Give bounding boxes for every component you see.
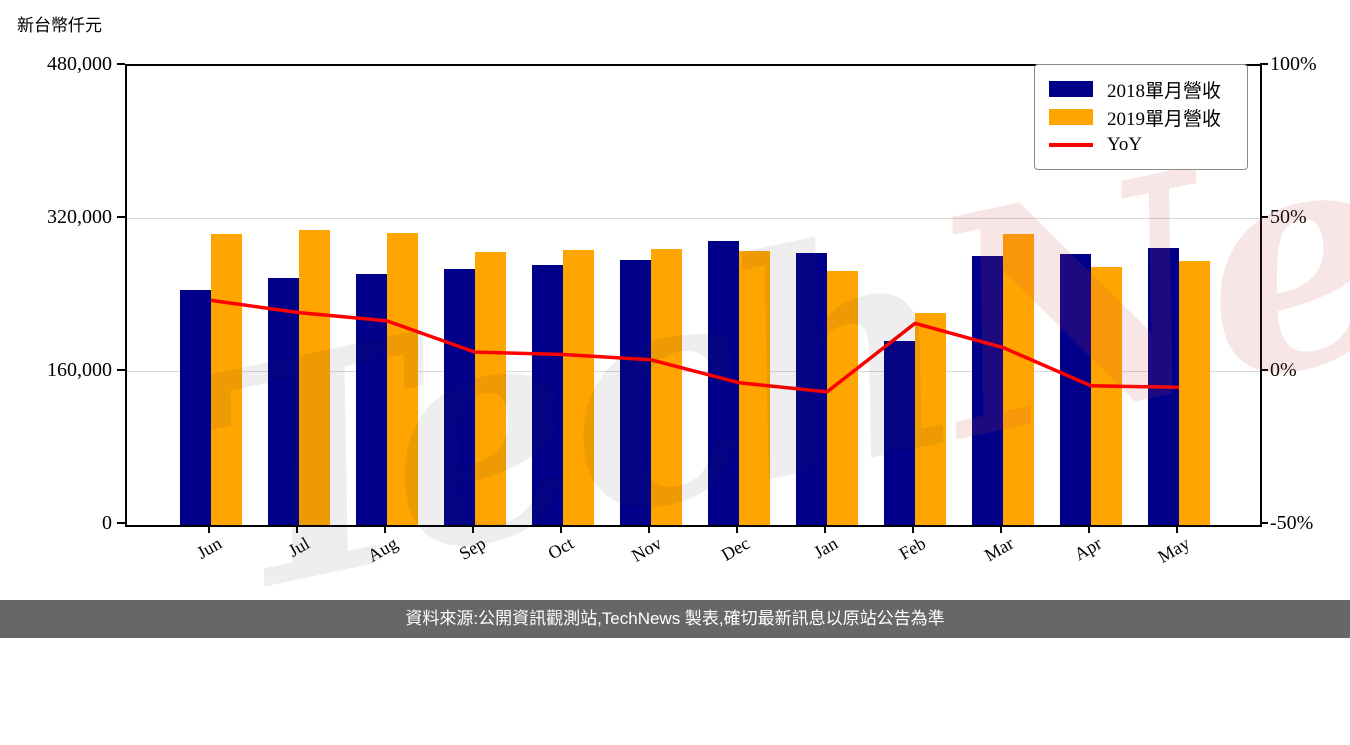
x-tick-dec [736, 525, 738, 533]
bar-2018單月營收-jul [268, 278, 299, 525]
bar-2019單月營收-may [1179, 261, 1210, 525]
legend-item-yoy: YoY [1049, 131, 1233, 159]
right-tick-label-0: 0% [1270, 359, 1297, 381]
bar-2018單月營收-feb [884, 341, 915, 525]
x-tick-label-apr: Apr [1070, 533, 1105, 565]
legend-swatch-yoy [1049, 143, 1093, 147]
right-tick-label--50: -50% [1270, 512, 1314, 534]
x-tick-label-sep: Sep [455, 533, 489, 564]
bar-2018單月營收-apr [1060, 254, 1091, 525]
x-tick-apr [1088, 525, 1090, 533]
left-tick-320000 [117, 216, 125, 218]
bar-2019單月營收-feb [915, 312, 946, 525]
left-tick-0 [117, 522, 125, 524]
x-tick-label-oct: Oct [544, 533, 577, 564]
bar-2019單月營收-sep [475, 252, 506, 525]
right-tick-0 [1260, 369, 1268, 371]
legend-item-2018: 2018單月營收 [1049, 75, 1233, 103]
right-tick-label-100: 100% [1270, 53, 1317, 75]
plot-area: TechNews [125, 0, 1350, 663]
x-tick-label-mar: Mar [981, 533, 1017, 566]
x-tick-label-jan: Jan [810, 533, 841, 563]
x-tick-feb [912, 525, 914, 533]
legend-label-2018: 2018單月營收 [1107, 80, 1222, 102]
x-tick-label-feb: Feb [895, 533, 929, 564]
x-tick-may [1176, 525, 1178, 533]
x-tick-aug [384, 525, 386, 533]
bar-2018單月營收-jun [180, 289, 211, 525]
legend-label-2019: 2019單月營收 [1107, 108, 1222, 130]
bar-2018單月營收-aug [356, 274, 387, 525]
chart-legend: 2018單月營收 2019單月營收 YoY [1034, 64, 1248, 170]
bar-2019單月營收-apr [1091, 266, 1122, 525]
bar-2018單月營收-nov [620, 260, 651, 525]
x-tick-oct [560, 525, 562, 533]
bar-2018單月營收-mar [972, 256, 1003, 525]
bar-2019單月營收-jun [211, 234, 242, 525]
bar-2018單月營收-sep [444, 268, 475, 525]
legend-swatch-2019 [1049, 109, 1093, 125]
bar-2019單月營收-mar [1003, 234, 1034, 525]
right-tick--50 [1260, 522, 1268, 524]
x-tick-mar [1000, 525, 1002, 533]
bar-2019單月營收-jan [827, 270, 858, 525]
x-tick-label-may: May [1154, 533, 1193, 567]
x-tick-nov [648, 525, 650, 533]
left-tick-160000 [117, 369, 125, 371]
x-tick-label-aug: Aug [364, 533, 401, 566]
x-tick-label-jul: Jul [284, 533, 313, 561]
bar-2019單月營收-dec [739, 250, 770, 525]
left-tick-label-160000: 160,000 [47, 359, 112, 381]
bar-2019單月營收-jul [299, 229, 330, 525]
left-tick-480000 [117, 63, 125, 65]
right-tick-100 [1260, 63, 1268, 65]
x-tick-jul [296, 525, 298, 533]
yoy-line-layer [210, 298, 1180, 394]
x-tick-jan [824, 525, 826, 533]
bar-2019單月營收-nov [651, 248, 682, 525]
x-tick-label-jun: Jun [193, 533, 225, 563]
left-tick-label-320000: 320,000 [47, 206, 112, 228]
left-tick-label-480000: 480,000 [47, 53, 112, 75]
yoy-line [210, 298, 1180, 394]
x-tick-sep [472, 525, 474, 533]
legend-label-yoy: YoY [1107, 134, 1143, 155]
x-tick-label-nov: Nov [628, 533, 665, 566]
left-tick-label-0: 0 [102, 512, 112, 534]
left-axis-title: 新台幣仟元 [17, 16, 102, 35]
right-tick-label-50: 50% [1270, 206, 1307, 228]
bar-2018單月營收-oct [532, 264, 563, 525]
bar-2019單月營收-aug [387, 233, 418, 525]
bar-2019單月營收-oct [563, 249, 594, 525]
source-footer: 資料來源:公開資訊觀測站,TechNews 製表,確切最新訊息以原站公告為準 [0, 600, 1350, 638]
right-tick-50 [1260, 216, 1268, 218]
gridline-320000 [127, 218, 1260, 220]
legend-swatch-2018 [1049, 81, 1093, 97]
revenue-chart: 新台幣仟元 TechNews 2018單月營收 2019單月營收 YoY 0 16… [17, 0, 1350, 663]
x-tick-jun [208, 525, 210, 533]
legend-item-2019: 2019單月營收 [1049, 103, 1233, 131]
x-tick-label-dec: Dec [717, 533, 753, 565]
